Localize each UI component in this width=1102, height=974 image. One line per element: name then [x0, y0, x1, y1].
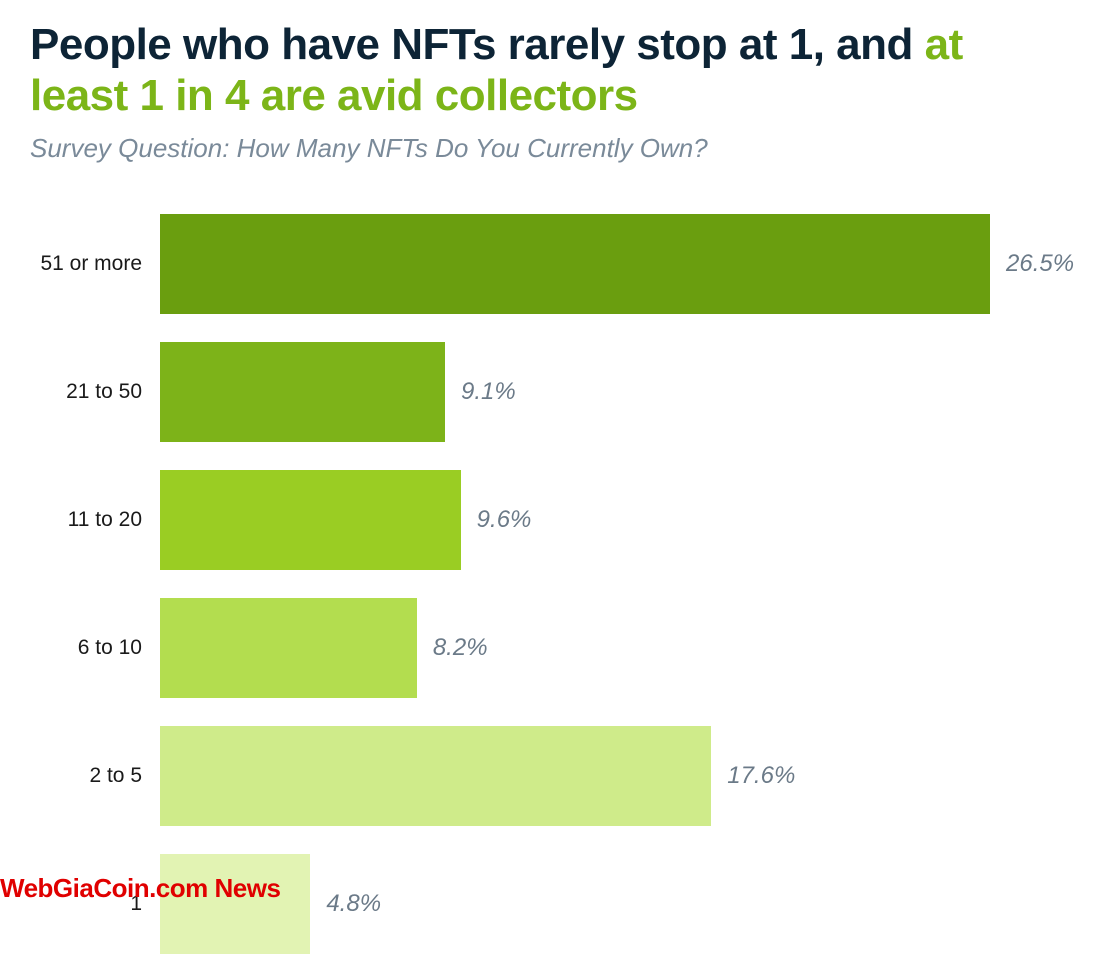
bar-container: 17.6%: [160, 726, 1072, 826]
bar-chart: 51 or more 26.5% 21 to 50 9.1% 11 to 20 9.6% 6…: [30, 214, 1072, 954]
bar-container: 8.2%: [160, 598, 1072, 698]
bar-row: 21 to 50 9.1%: [30, 342, 1072, 442]
bar-fill: [160, 598, 417, 698]
bar-fill: [160, 726, 711, 826]
bar-value: 8.2%: [433, 634, 488, 662]
bar-label: 21 to 50: [30, 380, 160, 404]
bar-value: 9.6%: [477, 506, 532, 534]
bar-row: 14.8%: [30, 854, 1072, 954]
bar-row: 6 to 10 8.2%: [30, 598, 1072, 698]
bar-fill: [160, 342, 445, 442]
bar-fill: [160, 214, 990, 314]
bar-row: 11 to 20 9.6%: [30, 470, 1072, 570]
bar-label: 11 to 20: [30, 508, 160, 532]
bar-container: 9.6%: [160, 470, 1072, 570]
bar-value: 4.8%: [326, 890, 381, 918]
bar-container: 4.8%: [160, 854, 1072, 954]
bar-value: 9.1%: [461, 378, 516, 406]
bar-value: 17.6%: [727, 762, 795, 790]
title-part-dark: People who have NFTs rarely stop at 1, a…: [30, 20, 925, 69]
chart-title: People who have NFTs rarely stop at 1, a…: [30, 20, 1072, 121]
bar-row: 51 or more 26.5%: [30, 214, 1072, 314]
bar-fill: [160, 470, 461, 570]
bar-label: 6 to 10: [30, 636, 160, 660]
bar-row: 2 to 5 17.6%: [30, 726, 1072, 826]
bar-container: 9.1%: [160, 342, 1072, 442]
bar-fill: [160, 854, 310, 954]
bar-value: 26.5%: [1006, 250, 1074, 278]
bar-label: 51 or more: [30, 252, 160, 276]
bar-container: 26.5%: [160, 214, 1074, 314]
bar-label: 2 to 5: [30, 764, 160, 788]
chart-subtitle: Survey Question: How Many NFTs Do You Cu…: [30, 133, 1072, 164]
watermark-text: WebGiaCoin.com News: [0, 873, 280, 904]
